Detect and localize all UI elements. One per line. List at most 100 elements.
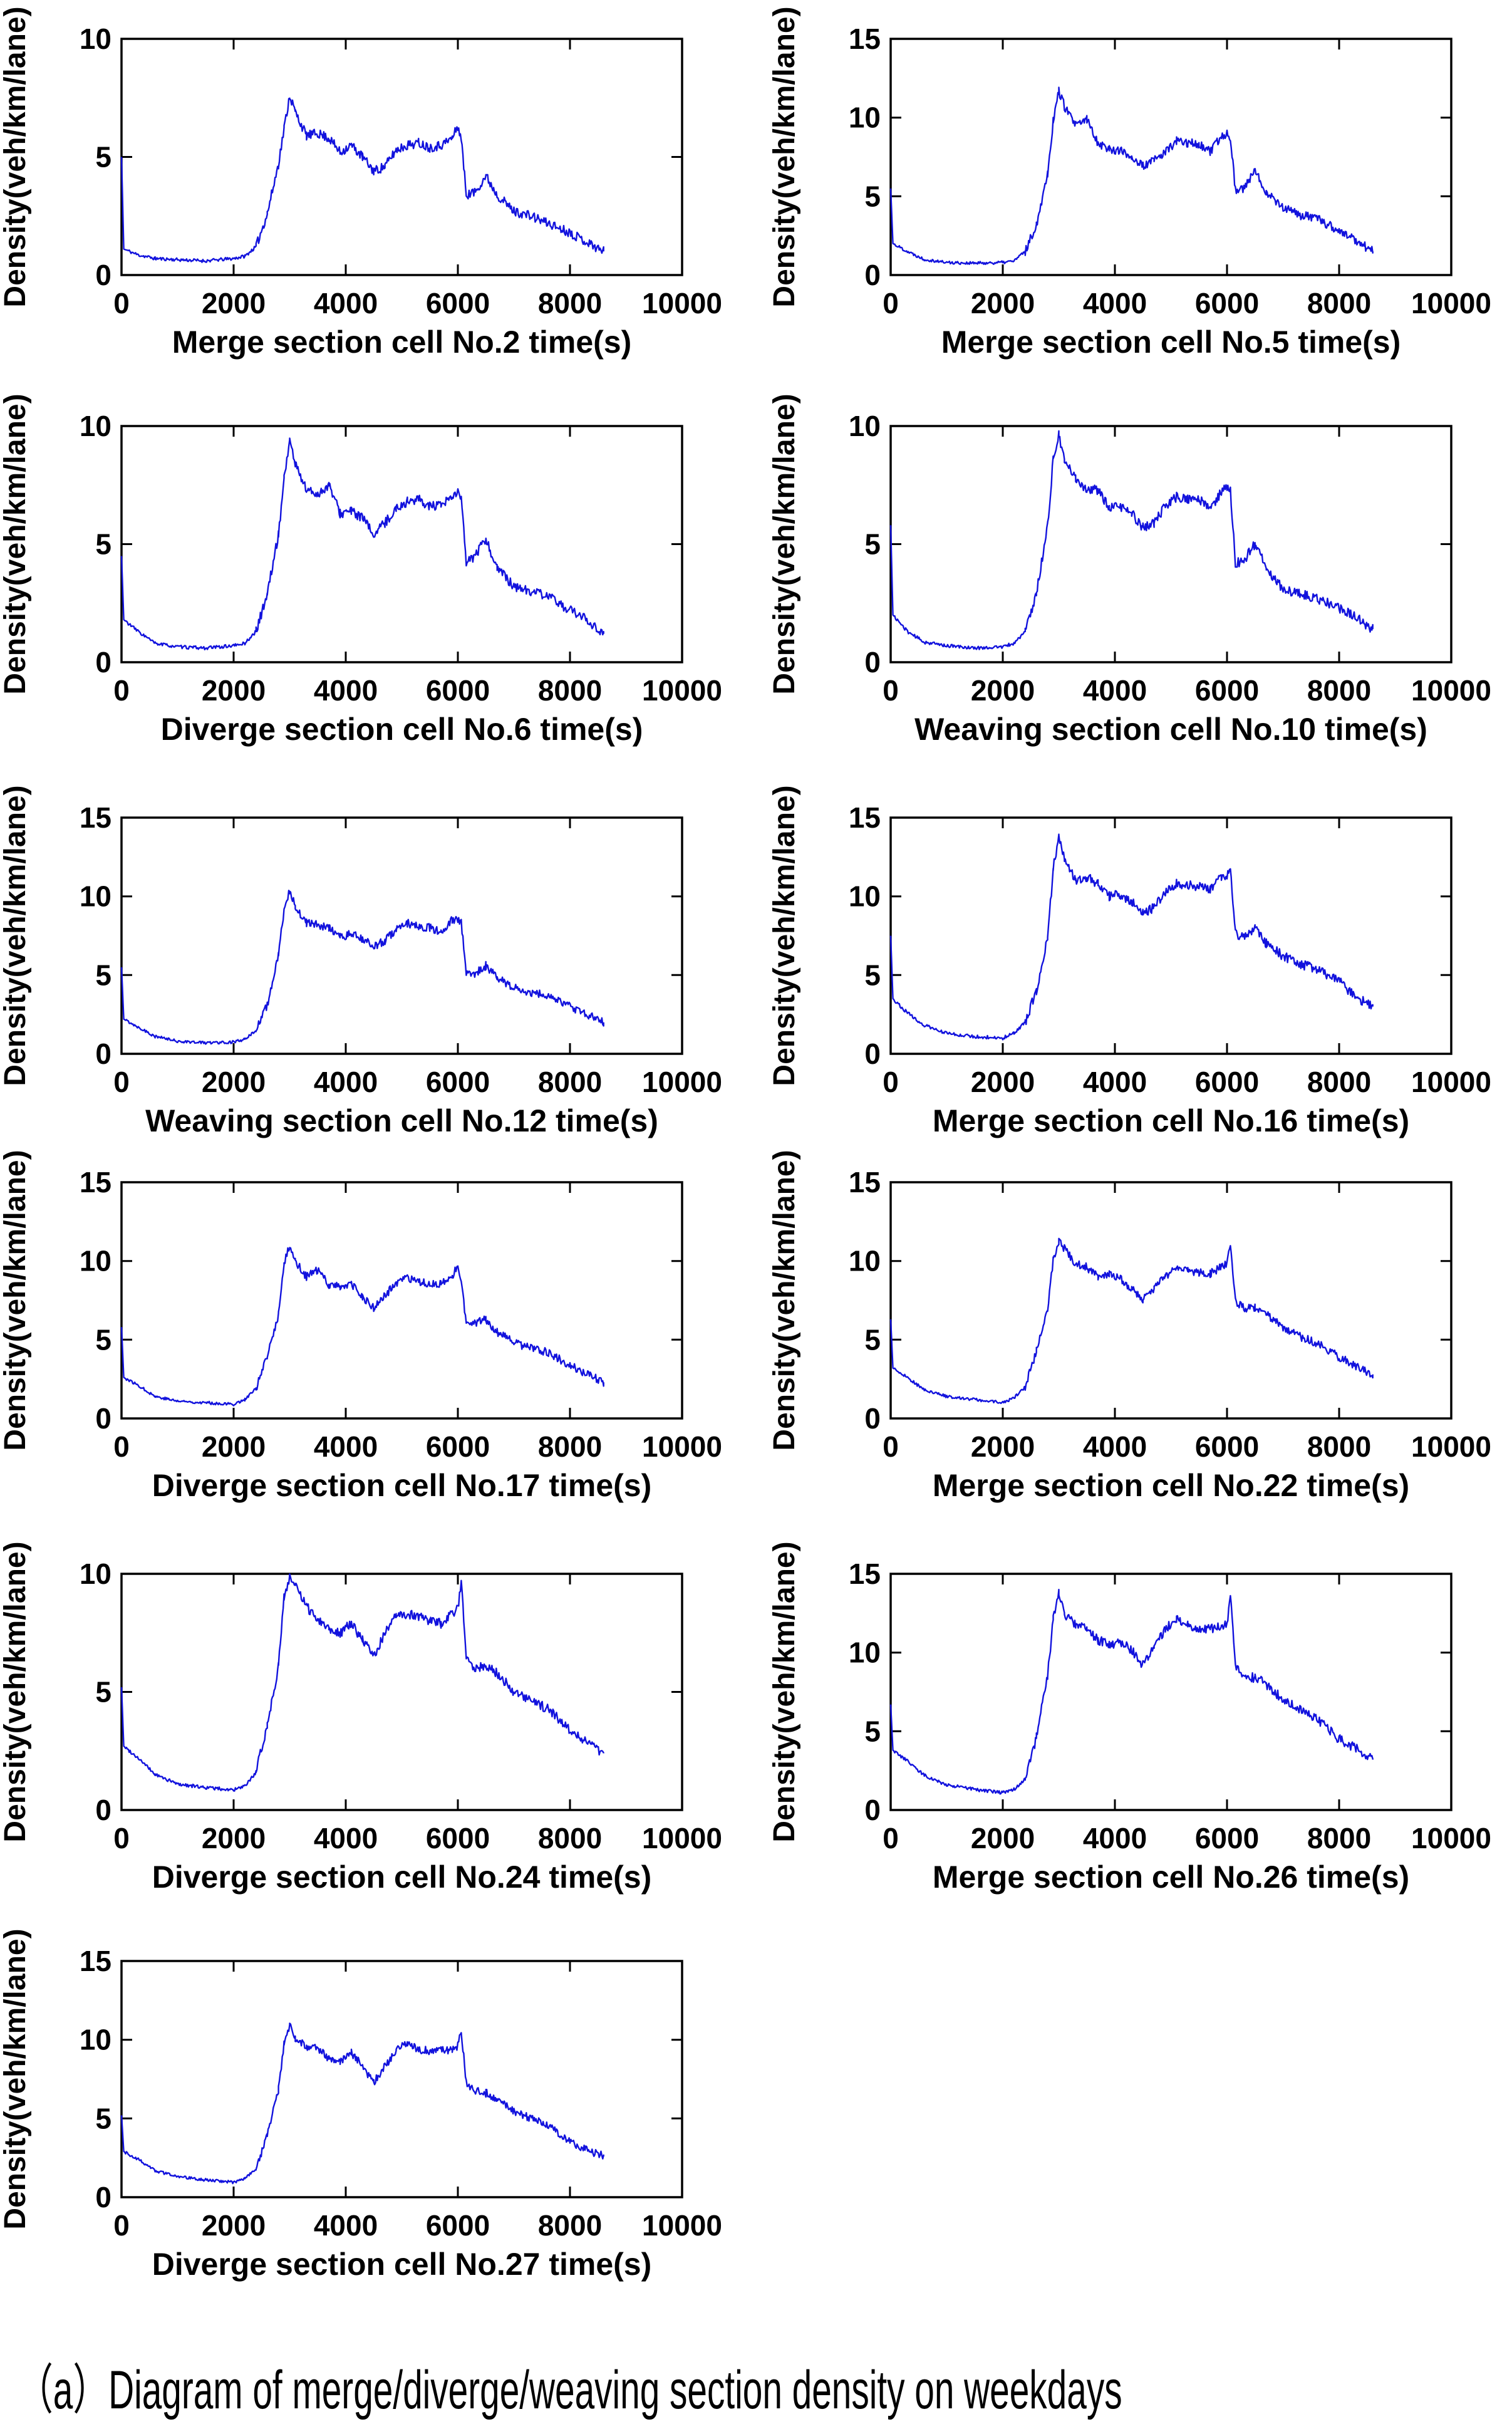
y-tick-label: 0 xyxy=(95,2181,111,2213)
y-tick-label: 0 xyxy=(95,1038,111,1070)
x-axis-label: Diverge section cell No.24 time(s) xyxy=(152,1860,652,1895)
y-tick-label: 10 xyxy=(80,2024,111,2056)
subplot-11: 0 2000 4000 6000 8000 10000 0 5 10 15 Diverge sect… xyxy=(0,1922,743,2307)
x-tick-label: 8000 xyxy=(538,2209,602,2242)
y-axis-label: Density(veh/km/lane) xyxy=(768,1541,801,1842)
x-tick-label: 6000 xyxy=(426,2209,490,2242)
y-tick-label: 0 xyxy=(864,1402,881,1435)
x-tick-label: 8000 xyxy=(538,1066,602,1098)
subplot-canvas-10: 0 2000 4000 6000 8000 10000 0 5 10 15 Merge sectio… xyxy=(768,1541,1491,1895)
subplot-canvas-9: 0 2000 4000 6000 8000 10000 0 5 10 Diverge sectio… xyxy=(0,1541,722,1895)
y-tick-label: 0 xyxy=(864,259,881,291)
x-tick-label: 2000 xyxy=(971,287,1035,320)
x-tick-label: 10000 xyxy=(642,1822,722,1854)
y-tick-label: 5 xyxy=(864,528,881,561)
plot-box xyxy=(120,38,683,276)
y-tick-label: 10 xyxy=(849,1245,881,1277)
y-axis-label: Density(veh/km/lane) xyxy=(768,6,801,307)
x-tick-label: 0 xyxy=(883,1066,899,1098)
subplot-canvas-4: 0 2000 4000 6000 8000 10000 0 5 10 Weaving sectio… xyxy=(768,393,1491,747)
subplot-canvas-11: 0 2000 4000 6000 8000 10000 0 5 10 15 Diverge sect… xyxy=(0,1928,722,2282)
x-tick-label: 4000 xyxy=(1083,674,1147,707)
figure-caption: （a）Diagram of merge/diverge/weaving sect… xyxy=(18,2360,1122,2420)
subplot-canvas-8: 0 2000 4000 6000 8000 10000 0 5 10 15 Merge sectio… xyxy=(768,1150,1491,1503)
y-tick-label: 15 xyxy=(849,801,881,834)
x-axis-label: Diverge section cell No.17 time(s) xyxy=(152,1468,652,1503)
plot-box xyxy=(889,425,1452,663)
x-axis-label: Diverge section cell No.6 time(s) xyxy=(161,712,643,747)
subplot-2: 0 2000 4000 6000 8000 10000 0 5 10 15 Merge sectio… xyxy=(768,0,1512,385)
subplot-1: 0 2000 4000 6000 8000 10000 0 5 10 Merge section … xyxy=(0,0,743,385)
y-axis-label: Density(veh/km/lane) xyxy=(768,393,801,694)
subplot-4: 0 2000 4000 6000 8000 10000 0 5 10 Weaving sectio… xyxy=(768,387,1512,772)
x-tick-label: 0 xyxy=(113,1066,130,1098)
y-tick-label: 10 xyxy=(80,880,111,913)
x-tick-label: 8000 xyxy=(1307,1066,1371,1098)
y-tick-label: 5 xyxy=(95,528,111,561)
x-axis-label: Diverge section cell No.27 time(s) xyxy=(152,2247,652,2282)
y-tick-label: 5 xyxy=(864,959,881,991)
x-tick-label: 10000 xyxy=(1411,674,1491,707)
x-tick-label: 2000 xyxy=(202,1822,266,1854)
x-tick-label: 8000 xyxy=(538,1430,602,1463)
x-axis-label: Merge section cell No.26 time(s) xyxy=(933,1860,1409,1895)
subplot-canvas-5: 0 2000 4000 6000 8000 10000 0 5 10 15 Weaving sect… xyxy=(0,785,722,1138)
y-tick-label: 10 xyxy=(80,1558,111,1590)
y-tick-label: 10 xyxy=(849,410,881,442)
subplot-canvas-2: 0 2000 4000 6000 8000 10000 0 5 10 15 Merge sectio… xyxy=(768,6,1491,360)
density-line xyxy=(889,430,1374,650)
y-tick-label: 10 xyxy=(80,1245,111,1277)
x-tick-label: 4000 xyxy=(1083,1430,1147,1463)
density-line xyxy=(120,1573,604,1792)
x-tick-label: 10000 xyxy=(642,1066,722,1098)
subplot-7: 0 2000 4000 6000 8000 10000 0 5 10 15 Diverge sect… xyxy=(0,1143,743,1529)
y-tick-label: 0 xyxy=(864,1038,881,1070)
density-line xyxy=(889,1237,1374,1405)
x-axis-label: Merge section cell No.22 time(s) xyxy=(933,1468,1409,1503)
subplot-9: 0 2000 4000 6000 8000 10000 0 5 10 Diverge sectio… xyxy=(0,1535,743,1920)
x-tick-label: 8000 xyxy=(1307,674,1371,707)
x-tick-label: 6000 xyxy=(426,1066,490,1098)
subplot-6: 0 2000 4000 6000 8000 10000 0 5 10 15 Merge sectio… xyxy=(768,779,1512,1164)
plot-box xyxy=(889,816,1452,1055)
x-tick-label: 10000 xyxy=(1411,1822,1491,1854)
x-tick-label: 4000 xyxy=(314,674,378,707)
y-tick-label: 15 xyxy=(80,801,111,834)
y-tick-label: 0 xyxy=(95,1402,111,1435)
x-axis-label: Merge section cell No.5 time(s) xyxy=(941,325,1401,360)
x-tick-label: 0 xyxy=(113,1822,130,1854)
x-tick-label: 2000 xyxy=(971,674,1035,707)
y-tick-label: 15 xyxy=(849,1166,881,1199)
y-tick-label: 15 xyxy=(849,1558,881,1590)
axis-ticks xyxy=(889,38,1452,276)
y-axis-label: Density(veh/km/lane) xyxy=(0,1541,32,1842)
axis-ticks xyxy=(120,1181,683,1420)
y-tick-label: 15 xyxy=(80,1166,111,1199)
x-tick-label: 2000 xyxy=(971,1066,1035,1098)
x-tick-label: 4000 xyxy=(314,287,378,320)
y-tick-label: 5 xyxy=(864,1323,881,1356)
axis-ticks xyxy=(120,38,683,276)
x-tick-label: 0 xyxy=(883,674,899,707)
y-tick-label: 5 xyxy=(95,2102,111,2135)
x-tick-label: 4000 xyxy=(1083,287,1147,320)
x-tick-label: 4000 xyxy=(314,2209,378,2242)
x-tick-label: 10000 xyxy=(642,674,722,707)
x-tick-label: 2000 xyxy=(202,1066,266,1098)
x-tick-label: 0 xyxy=(883,1822,899,1854)
figure-grid: 0 2000 4000 6000 8000 10000 0 5 10 Merge section … xyxy=(0,0,1512,2307)
x-tick-label: 2000 xyxy=(971,1430,1035,1463)
y-tick-label: 10 xyxy=(849,1636,881,1669)
y-axis-label: Density(veh/km/lane) xyxy=(0,393,32,694)
y-axis-label: Density(veh/km/lane) xyxy=(0,1150,32,1450)
plot-box xyxy=(120,816,683,1055)
x-tick-label: 8000 xyxy=(538,674,602,707)
x-tick-label: 0 xyxy=(883,287,899,320)
y-tick-label: 5 xyxy=(864,180,881,212)
density-line xyxy=(120,97,604,263)
y-tick-label: 15 xyxy=(80,1945,111,1977)
axis-ticks xyxy=(120,816,683,1055)
subplot-8: 0 2000 4000 6000 8000 10000 0 5 10 15 Merge sectio… xyxy=(768,1143,1512,1529)
y-axis-label: Density(veh/km/lane) xyxy=(768,785,801,1086)
subplot-canvas-3: 0 2000 4000 6000 8000 10000 0 5 10 Diverge sectio… xyxy=(0,393,722,747)
